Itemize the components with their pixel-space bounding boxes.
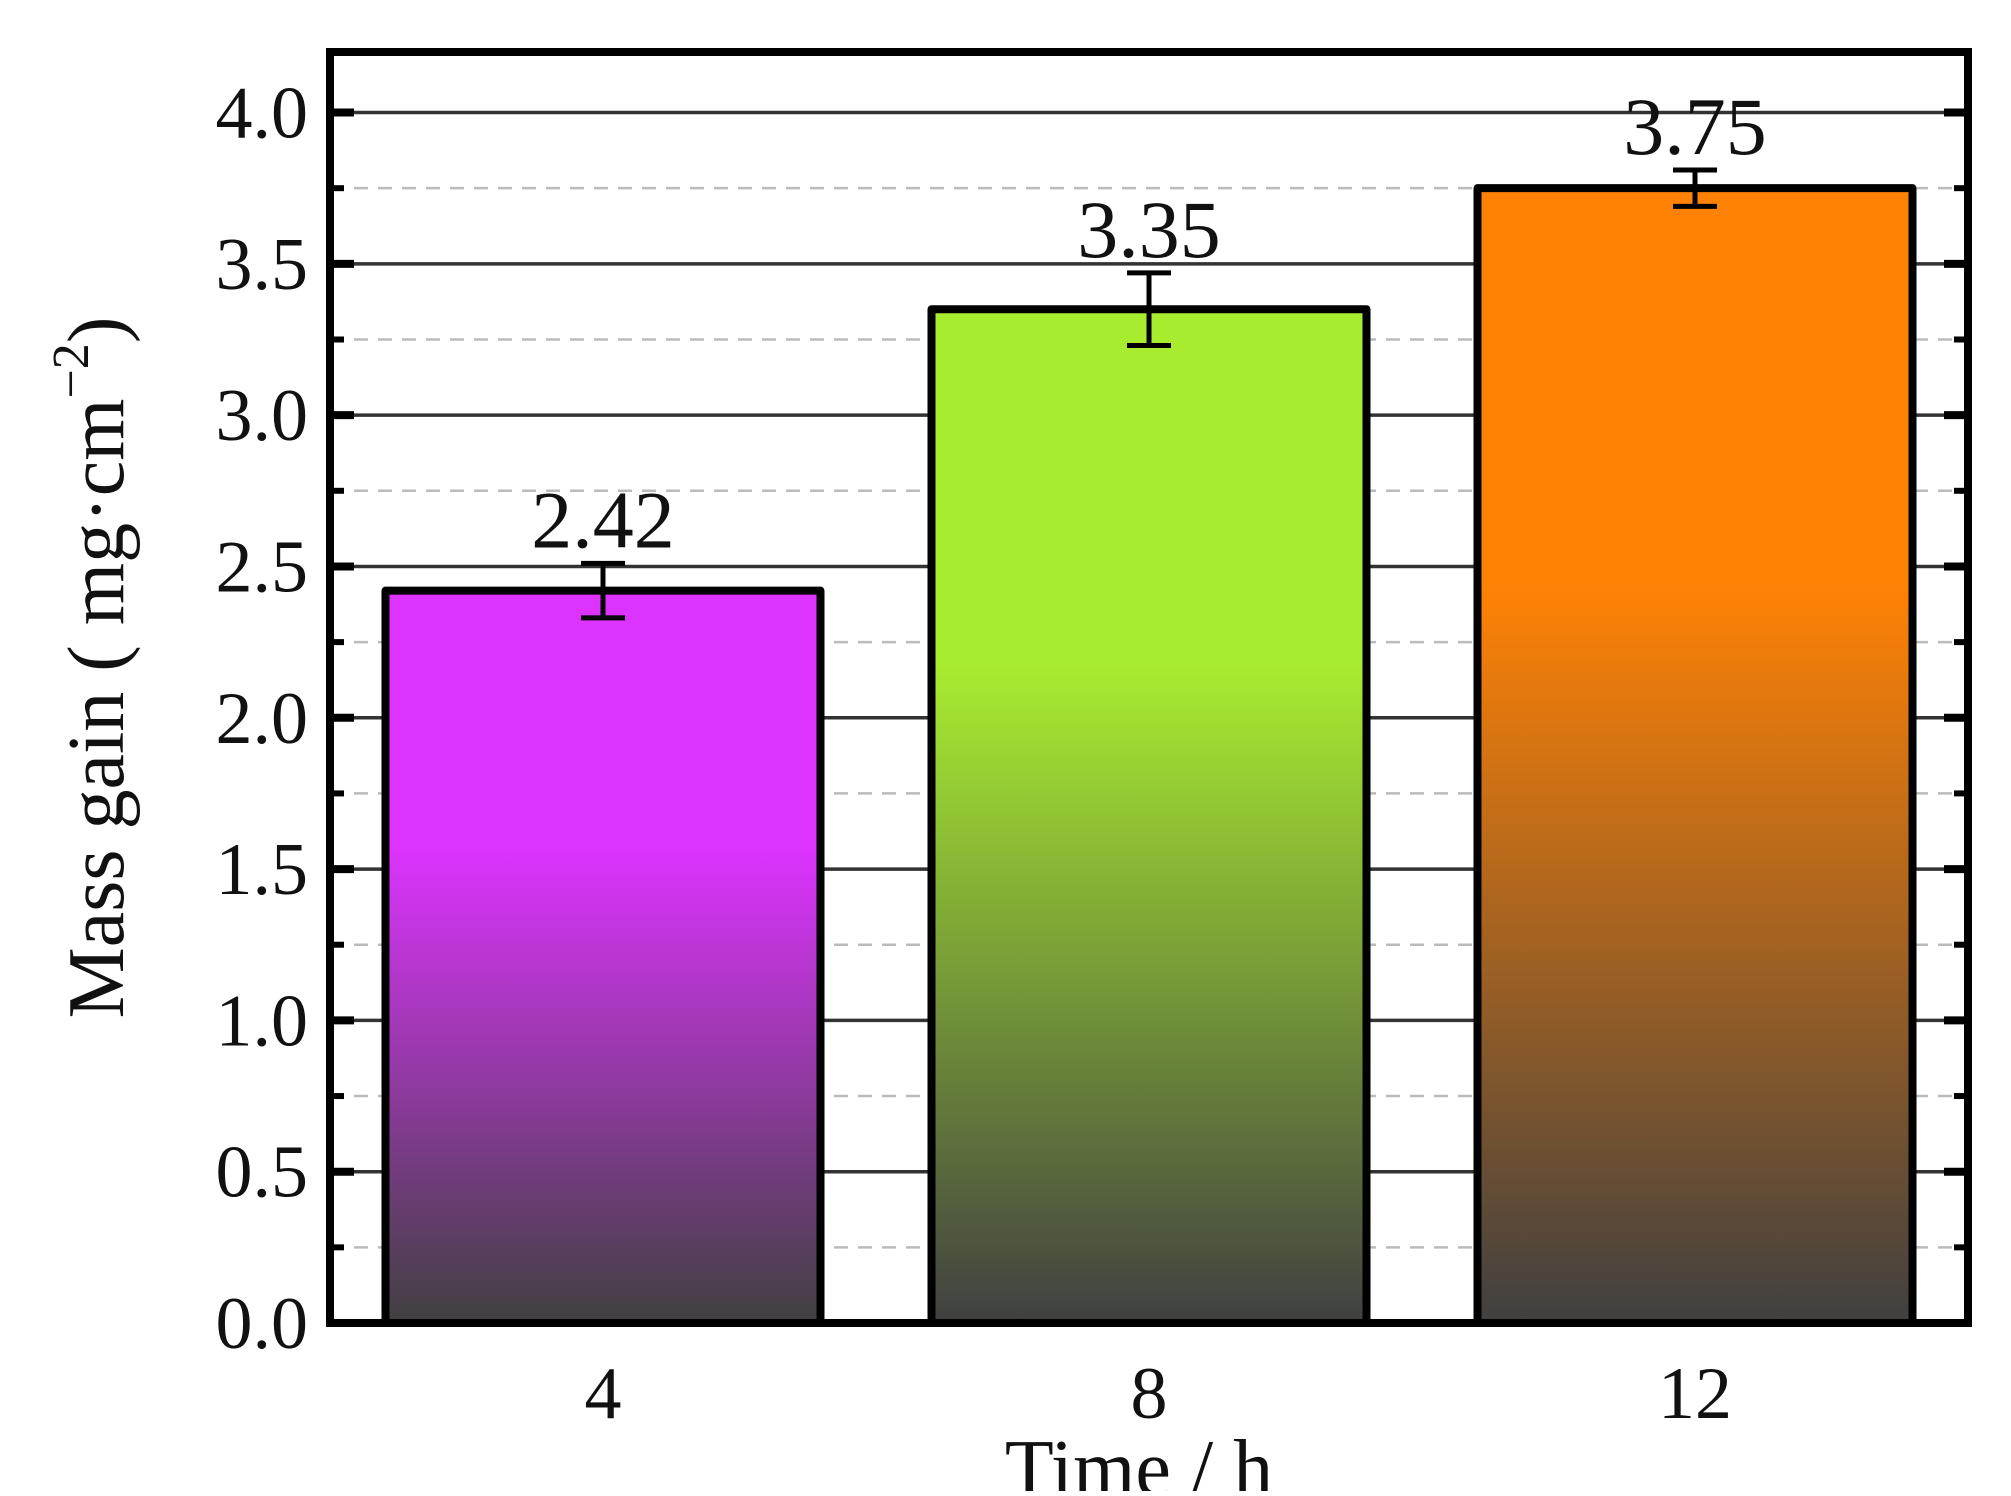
y-tick-label: 3.0 [216,375,309,457]
y-tick-label: 1.0 [216,980,309,1062]
tick-layer: 4 8 12 0.0 0.5 1.0 1.5 2.0 2.5 3.0 3.5 4.0 [216,73,1968,1435]
y-axis-title-superscript: −2 [43,343,100,398]
bar-8 [927,305,1371,1327]
y-tick-label: 4.0 [216,73,309,155]
x-axis-title: Time / h [1005,1425,1273,1491]
error-bar-12 [1673,167,1717,209]
data-label-12: 3.75 [1623,81,1767,172]
y-tick-label: 2.0 [216,678,309,760]
bar-4 [381,586,825,1327]
y-tick-label: 3.5 [216,224,309,306]
y-tick-label: 1.5 [216,829,309,911]
data-label-8: 3.35 [1077,184,1221,275]
x-tick-label-8: 8 [1131,1353,1168,1435]
bar-layer [381,184,1917,1327]
bar-12 [1473,184,1917,1327]
data-label-4: 2.42 [531,474,675,565]
y-axis-title-close: ) [53,317,141,344]
plot-frame [326,48,1972,1327]
error-bar-layer [581,167,1717,621]
x-tick-label-12: 12 [1658,1353,1732,1435]
error-bar-4 [581,560,625,621]
error-bar-8 [1127,270,1171,349]
y-axis-title: Mass gain ( mg·cm−2) [43,317,141,1019]
data-label-layer: 2.42 3.35 3.75 [531,81,1767,565]
y-tick-label: 0.5 [216,1132,309,1214]
y-axis-title-main: Mass gain ( mg·cm [53,399,141,1019]
y-tick-label: 0.0 [216,1283,309,1365]
x-tick-label-4: 4 [585,1353,622,1435]
y-tick-label: 2.5 [216,526,309,608]
